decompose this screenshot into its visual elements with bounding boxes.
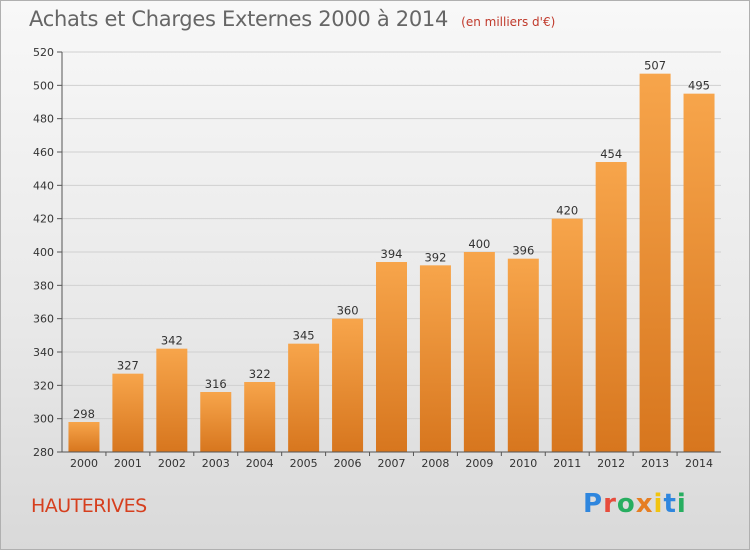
logo-letter: i (676, 489, 687, 519)
y-tick-label: 500 (33, 79, 54, 92)
logo-letter: o (616, 489, 636, 519)
y-tick-label: 460 (33, 146, 54, 159)
bar (156, 348, 188, 452)
bar-value-label: 342 (161, 334, 183, 348)
bar-value-label: 454 (600, 147, 622, 161)
bar-value-label: 394 (381, 247, 403, 261)
y-tick-label: 380 (33, 279, 54, 292)
x-tick-label: 2012 (597, 457, 625, 470)
x-tick-label: 2008 (421, 457, 449, 470)
bar (332, 318, 364, 452)
bar-value-label: 392 (424, 250, 446, 264)
bar (288, 343, 320, 452)
logo-letter: t (663, 489, 677, 519)
logo-letter: x (635, 489, 654, 519)
x-tick-label: 2001 (114, 457, 142, 470)
bar-value-label: 322 (249, 367, 271, 381)
y-tick-label: 340 (33, 346, 54, 359)
x-tick-label: 2013 (641, 457, 669, 470)
bars: 298 327 342 316 322 345 360 394 392 400 396 420 454 5… (68, 59, 715, 453)
chart-subtitle: (en milliers d'€) (461, 15, 556, 29)
y-tick-label: 400 (33, 246, 54, 259)
bar-value-label: 298 (73, 407, 95, 421)
axes: 280 300 320 340 360 380 400 420 440 460 480 500 520 2… (33, 46, 721, 470)
x-tick-label: 2004 (246, 457, 274, 470)
x-tick-label: 2002 (158, 457, 186, 470)
x-tick-label: 2006 (334, 457, 362, 470)
bar (419, 265, 451, 452)
x-tick-label: 2014 (685, 457, 713, 470)
x-tick-label: 2003 (202, 457, 230, 470)
x-tick-label: 2007 (378, 457, 406, 470)
x-tick-label: 2011 (553, 457, 581, 470)
y-tick-label: 280 (33, 446, 54, 459)
title-row: Achats et Charges Externes 2000 à 2014 (… (29, 7, 555, 31)
bar (507, 258, 539, 452)
commune-name: HAUTERIVES (31, 495, 147, 517)
bar (683, 93, 715, 453)
bar (112, 373, 144, 452)
x-tick-label: 2010 (509, 457, 537, 470)
logo-letter: P (583, 489, 604, 519)
bar (639, 73, 671, 453)
x-tick-label: 2005 (290, 457, 318, 470)
bar (244, 382, 276, 452)
bar-value-label: 316 (205, 377, 227, 391)
chart-title: Achats et Charges Externes 2000 à 2014 (29, 7, 449, 31)
logo-letter: i (653, 489, 664, 519)
logo-letter: r (603, 489, 617, 519)
bar-value-label: 360 (337, 304, 359, 318)
bar-value-label: 495 (688, 79, 710, 93)
bar (463, 252, 495, 452)
y-tick-label: 320 (33, 379, 54, 392)
y-tick-label: 520 (33, 46, 54, 59)
bar (595, 162, 627, 452)
y-tick-label: 420 (33, 213, 54, 226)
bar-value-label: 420 (556, 204, 578, 218)
y-tick-label: 440 (33, 179, 54, 192)
bar-value-label: 396 (512, 244, 534, 258)
bar-value-label: 327 (117, 359, 139, 373)
y-tick-label: 480 (33, 113, 54, 126)
bar-value-label: 507 (644, 59, 666, 73)
x-tick-label: 2000 (70, 457, 98, 470)
proxiti-logo[interactable]: Proxiti (583, 489, 687, 519)
bar-value-label: 400 (468, 237, 490, 251)
x-tick-label: 2009 (465, 457, 493, 470)
bar (376, 262, 407, 452)
bar (200, 392, 232, 452)
bar (551, 218, 583, 452)
y-tick-label: 300 (33, 413, 54, 426)
bar-value-label: 345 (293, 329, 315, 343)
y-tick-label: 360 (33, 313, 54, 326)
bar (68, 422, 100, 452)
